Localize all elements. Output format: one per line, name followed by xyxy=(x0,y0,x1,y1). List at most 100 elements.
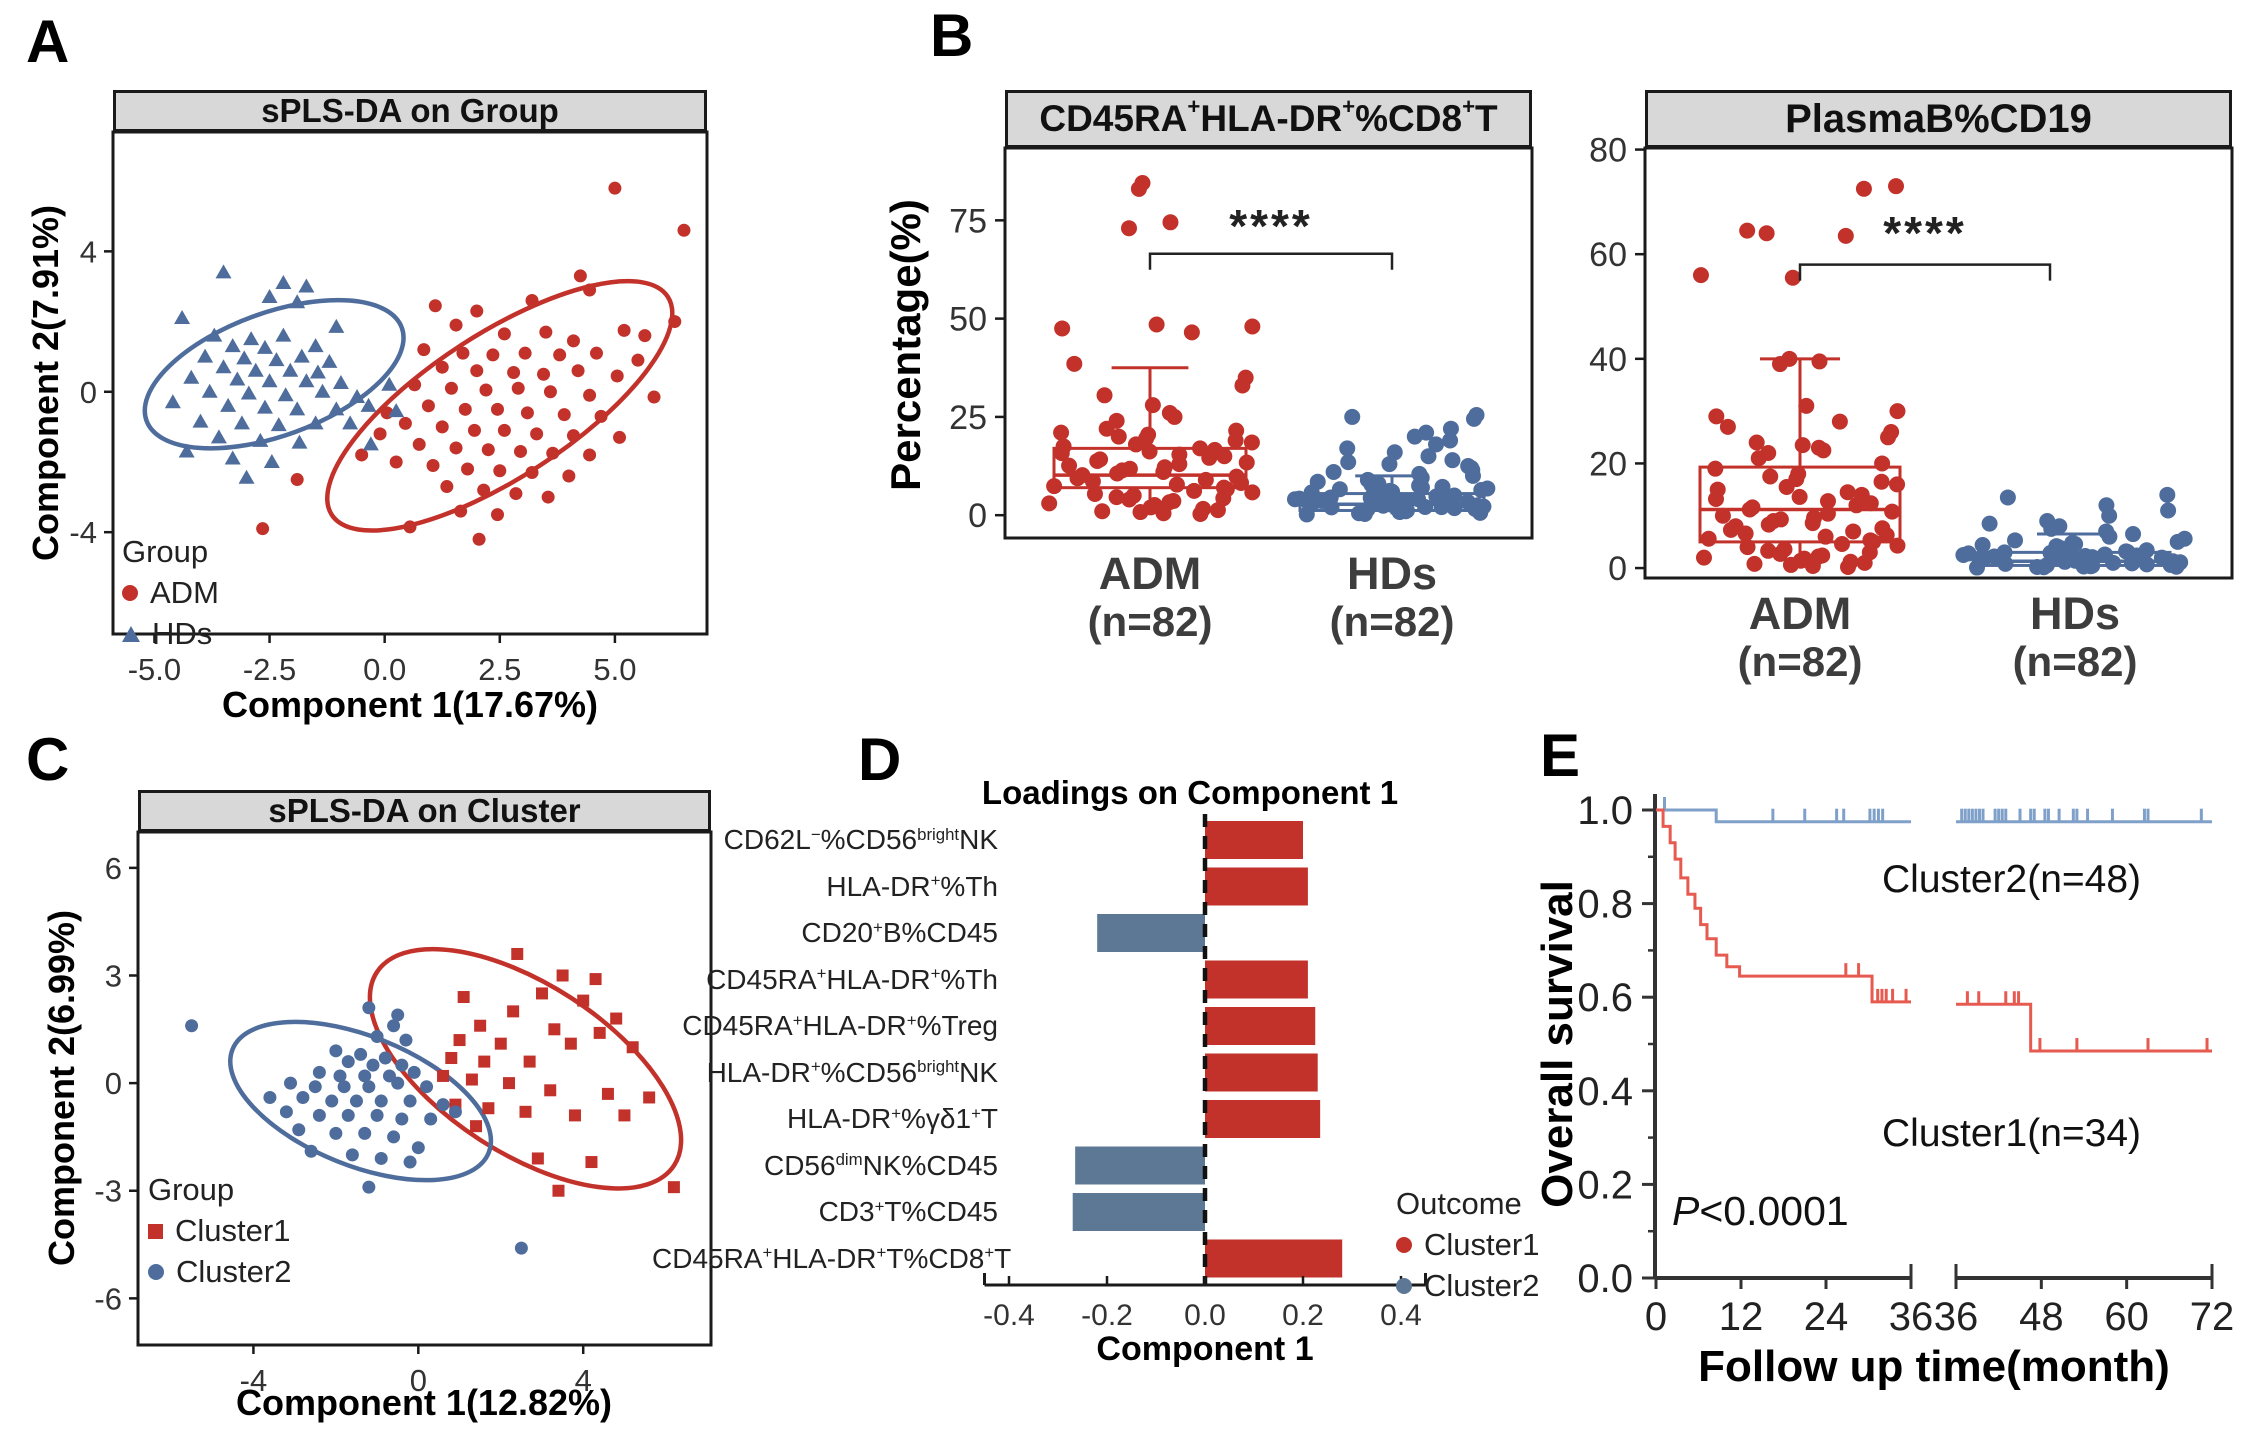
data-point-triangle xyxy=(236,350,253,365)
jitter-point xyxy=(1874,455,1891,472)
data-point-circle xyxy=(668,315,682,329)
text-segment: CD45RA xyxy=(706,963,817,995)
data-point-circle xyxy=(354,1047,368,1061)
b2-hds-n: (n=82) xyxy=(2012,638,2138,685)
text-segment: CD3 xyxy=(818,1196,875,1227)
tick-label: 40 xyxy=(1589,341,1627,379)
text-segment: %Treg xyxy=(916,1010,998,1041)
data-point-triangle xyxy=(197,348,214,363)
panel-a-legend: Group ADM HDs xyxy=(122,534,219,652)
text-segment: HLA-DR xyxy=(802,1010,907,1041)
data-point-triangle xyxy=(192,413,209,428)
data-point-triangle xyxy=(388,403,405,418)
cluster1-square-icon xyxy=(148,1223,163,1239)
data-point-triangle xyxy=(307,338,324,353)
text-segment: T%CD8 xyxy=(886,1242,985,1274)
bar-label: HLA-DR+%CD56brightNK xyxy=(652,1054,998,1092)
data-point-triangle xyxy=(381,376,398,391)
bar-label: HLA-DR+%γδ1+T xyxy=(652,1100,998,1138)
bar-label: CD20+B%CD45 xyxy=(652,914,998,952)
loading-bar xyxy=(1205,1053,1318,1092)
jitter-point xyxy=(1041,495,1058,512)
jitter-point xyxy=(1790,465,1807,482)
survival-curve xyxy=(1956,1002,2212,1053)
tick-label: 25 xyxy=(949,399,987,437)
b1-adm-label: ADM xyxy=(1098,548,1202,599)
panel-d-letter: D xyxy=(858,726,902,793)
text-segment: + xyxy=(1342,93,1356,119)
data-point-circle xyxy=(362,1080,376,1094)
jitter-point xyxy=(1739,222,1756,239)
data-point-circle xyxy=(553,348,567,362)
data-point-circle xyxy=(436,1098,450,1112)
tick-label: 48 xyxy=(2019,1295,2064,1339)
data-point-circle xyxy=(403,1094,417,1108)
data-point-circle xyxy=(511,381,525,395)
data-point-square xyxy=(610,1012,623,1025)
jitter-point xyxy=(1148,316,1165,333)
data-point-triangle xyxy=(342,415,359,430)
jitter-point xyxy=(1053,424,1070,441)
data-point-circle xyxy=(497,423,511,437)
data-point-circle xyxy=(461,462,475,476)
data-point-circle xyxy=(362,1001,376,1015)
jitter-point xyxy=(2007,532,2024,549)
data-point-square xyxy=(544,1084,557,1097)
data-point-circle xyxy=(444,381,458,395)
jitter-point xyxy=(1386,444,1403,461)
jitter-point xyxy=(2138,542,2155,559)
data-point-square xyxy=(643,1091,656,1104)
b2-hds-label: HDs xyxy=(2029,588,2121,639)
loading-bar xyxy=(1205,1239,1343,1278)
data-point-circle xyxy=(185,1019,199,1033)
data-point-circle xyxy=(374,1151,388,1165)
text-segment: T xyxy=(994,1242,1012,1274)
text-segment: + xyxy=(1462,93,1476,119)
data-point-square xyxy=(556,969,569,982)
jitter-point xyxy=(1237,369,1254,386)
data-point-triangle xyxy=(224,450,241,465)
data-point-circle xyxy=(341,1108,355,1122)
legend-title: Group xyxy=(122,534,209,569)
data-point-circle xyxy=(337,1080,351,1094)
text-segment: %CD56 xyxy=(820,1056,918,1088)
jitter-point xyxy=(1772,511,1789,528)
data-point-square xyxy=(503,1077,516,1090)
loading-bar xyxy=(1205,821,1303,859)
jitter-point xyxy=(1839,484,1856,501)
data-point-square xyxy=(548,1023,561,1036)
survival-curve xyxy=(1656,808,1911,1004)
text-segment: + xyxy=(971,1103,981,1123)
cluster1-dot-icon xyxy=(1396,1237,1412,1253)
text-segment: dim xyxy=(835,1150,863,1170)
data-point-circle xyxy=(566,429,580,443)
jitter-point xyxy=(1168,476,1185,493)
data-point-square xyxy=(535,987,548,1000)
jitter-point xyxy=(1811,353,1828,370)
text-segment: bright xyxy=(917,1057,960,1077)
b1-hds-label: HDs xyxy=(1346,548,1438,599)
data-point-triangle xyxy=(289,401,306,416)
tick-label: 0.4 xyxy=(1380,1299,1422,1332)
data-point-triangle xyxy=(298,373,315,388)
jitter-point xyxy=(1692,267,1709,284)
data-point-triangle xyxy=(349,389,366,404)
text-segment: T%CD45 xyxy=(884,1196,998,1227)
tick-label: 0.0 xyxy=(363,652,406,687)
data-point-square xyxy=(445,1052,458,1065)
data-point-circle xyxy=(362,1180,376,1194)
jitter-point xyxy=(1833,535,1850,552)
jitter-point xyxy=(1444,452,1461,469)
text-segment: + xyxy=(810,1057,821,1077)
data-point-circle xyxy=(541,490,555,504)
legend-title: Outcome xyxy=(1396,1186,1522,1221)
bar-label: CD62L−%CD56brightNK xyxy=(652,821,998,859)
text-segment: CD45RA xyxy=(652,1242,763,1274)
jitter-point xyxy=(1862,532,1879,549)
tick-label: 0.0 xyxy=(1577,1257,1633,1301)
data-point-circle xyxy=(370,1029,384,1043)
data-point-circle xyxy=(428,299,442,313)
data-point-square xyxy=(457,991,470,1004)
text-segment: + xyxy=(906,1010,917,1030)
jitter-point xyxy=(1446,487,1463,504)
